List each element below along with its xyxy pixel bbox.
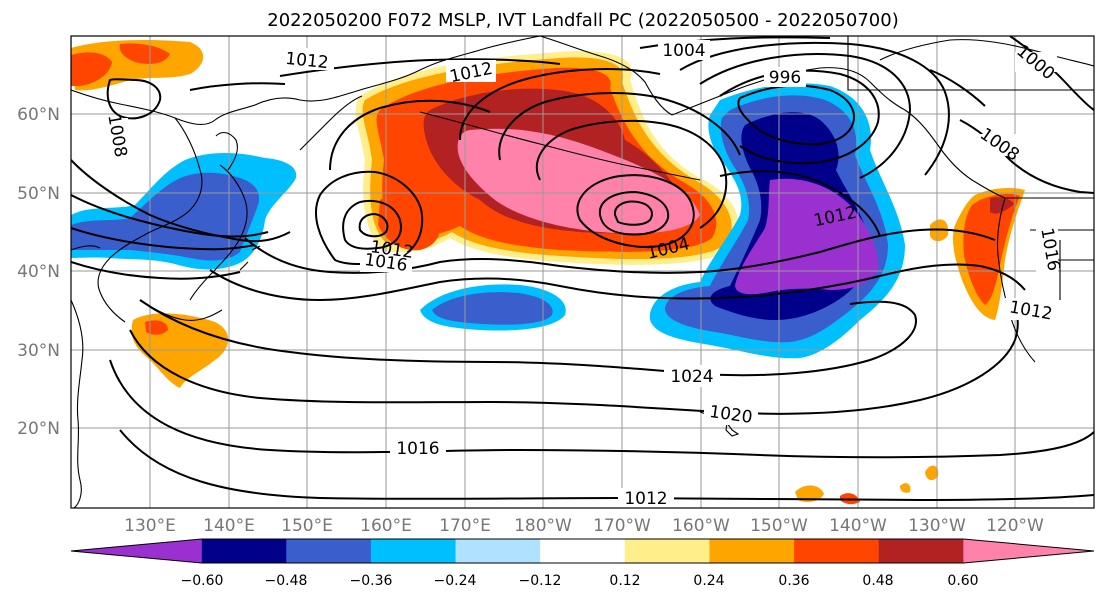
colorbar-outline (70, 538, 1095, 564)
ivt-positive-kamchatka (71, 40, 204, 91)
lon-label: 170°E (439, 516, 491, 536)
isobar-label-1012-south: 1012 (624, 489, 667, 509)
colorbar-ticks: −0.60 −0.48 −0.36 −0.24 −0.12 0.12 0.24 … (181, 573, 979, 589)
lon-label: 150°W (750, 516, 808, 536)
ivt-positive-subtropics (795, 465, 939, 505)
colorbar-tick: 0.36 (778, 573, 809, 589)
colorbar-segment (709, 539, 795, 563)
colorbar-tick: −0.60 (181, 573, 224, 589)
colorbar-tick: −0.24 (434, 573, 477, 589)
lat-label: 30°N (17, 341, 60, 361)
lon-label: 130°W (908, 516, 966, 536)
map-panel: 1012 1004 1000 996 1008 1012 1008 1004 1… (70, 35, 1095, 509)
longitude-labels: 130°E 140°E 150°E 160°E 170°E 180°W 170°… (124, 516, 1044, 536)
colorbar-segment (370, 539, 457, 563)
lon-label: 150°E (281, 516, 333, 536)
isobar-label-1004-north: 1004 (662, 41, 705, 61)
lon-label: 180°W (514, 516, 572, 536)
colorbar-segment (624, 539, 710, 563)
lat-label: 20°N (17, 419, 60, 439)
map-frame (70, 35, 1095, 509)
lon-label: 160°E (360, 516, 412, 536)
colorbar-segments (70, 538, 1095, 564)
lon-label: 160°W (672, 516, 730, 536)
lon-label: 120°W (986, 516, 1044, 536)
lon-label: 140°E (203, 516, 255, 536)
colorbar-segment (540, 539, 626, 563)
colorbar-segment (878, 539, 964, 563)
colorbar: −0.60 −0.48 −0.36 −0.24 −0.12 0.12 0.24 … (70, 538, 1095, 589)
lat-label: 50°N (17, 184, 60, 204)
figure-title: 2022050200 F072 MSLP, IVT Landfall PC (2… (267, 10, 898, 31)
isobar-label-996-alaska-low: 996 (769, 68, 801, 88)
colorbar-segment (71, 539, 202, 563)
isobar-label-1012-nw: 1012 (284, 49, 329, 73)
colorbar-tick: 0.24 (693, 573, 724, 589)
colorbar-tick: −0.12 (519, 573, 562, 589)
lat-label: 40°N (17, 262, 60, 282)
ivt-positive-west-coast (930, 187, 1025, 320)
colorbar-segment (963, 539, 1094, 563)
colorbar-tick: 0.48 (862, 573, 893, 589)
lon-label: 140°W (829, 516, 887, 536)
colorbar-segment (286, 539, 372, 563)
lon-label: 130°E (124, 516, 176, 536)
mslp-isobars (71, 36, 1094, 502)
isobar-labels: 1012 1004 1000 996 1008 1012 1008 1004 1… (103, 40, 1064, 509)
lon-label: 170°W (593, 516, 651, 536)
isobar-label-1024: 1024 (670, 367, 713, 387)
latitude-labels: 60°N 50°N 40°N 30°N 20°N (17, 105, 60, 439)
colorbar-tick: 0.60 (947, 573, 978, 589)
colorbar-segment (794, 539, 880, 563)
isobar-label-1016-south: 1016 (396, 439, 439, 459)
colorbar-tick: 0.12 (609, 573, 640, 589)
colorbar-segment (201, 539, 287, 563)
lat-label: 60°N (17, 105, 60, 125)
colorbar-tick: −0.48 (265, 573, 308, 589)
graticule (71, 36, 1094, 508)
colorbar-tick: −0.36 (350, 573, 393, 589)
ivt-negative-central-pacific (420, 284, 566, 331)
colorbar-segment (455, 539, 541, 563)
ivt-negative-gulf-of-alaska (649, 83, 905, 359)
